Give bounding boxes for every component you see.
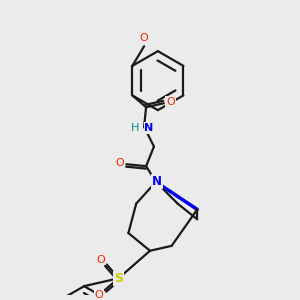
Text: O: O <box>115 158 124 168</box>
Text: N: N <box>152 176 162 188</box>
Text: O: O <box>166 97 175 107</box>
Text: H: H <box>131 123 140 133</box>
Text: S: S <box>114 272 123 285</box>
Text: O: O <box>94 290 103 300</box>
Text: N: N <box>144 123 154 133</box>
Text: O: O <box>97 255 105 265</box>
Text: O: O <box>140 33 148 43</box>
